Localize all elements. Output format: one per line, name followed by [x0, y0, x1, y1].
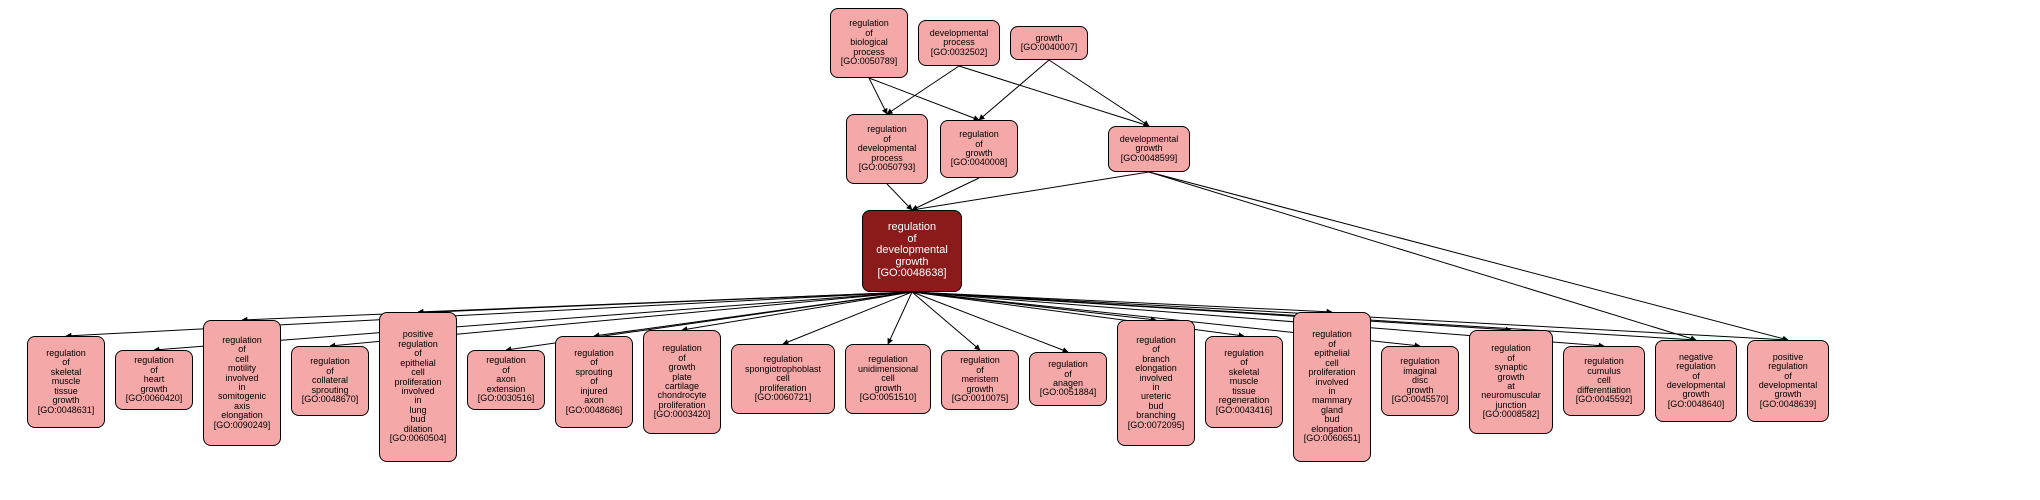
node-label-line: [GO:0045570]	[1392, 395, 1449, 404]
node-label-line: [GO:0050789]	[841, 57, 898, 66]
go-term-growth[interactable]: growth[GO:0040007]	[1010, 26, 1088, 60]
node-label-line: [GO:0048631]	[38, 406, 95, 415]
go-term-dev_growth[interactable]: developmentalgrowth[GO:0048599]	[1108, 126, 1190, 172]
go-term-c20[interactable]: positiveregulationofdevelopmentalgrowth[…	[1747, 340, 1829, 422]
node-label-line: [GO:0072095]	[1128, 421, 1185, 430]
edge-focus-c13	[912, 292, 1156, 320]
edge-growth-reg_growth	[979, 60, 1049, 120]
go-term-c16[interactable]: regulationimaginaldiscgrowth[GO:0045570]	[1381, 346, 1459, 416]
go-term-c19[interactable]: negativeregulationofdevelopmentalgrowth[…	[1655, 340, 1737, 422]
edge-dev_growth-c20	[1149, 172, 1788, 340]
edge-dev_proc-dev_growth	[959, 66, 1149, 126]
go-term-c12[interactable]: regulationofanagen[GO:0051884]	[1029, 352, 1107, 406]
node-label-line: [GO:0060721]	[755, 393, 812, 402]
edge-focus-c12	[912, 292, 1068, 352]
edge-reg_dev_proc-focus	[887, 184, 912, 210]
go-term-c3[interactable]: regulationofcellmotilityinvolvedinsomito…	[203, 320, 281, 446]
node-label-line: [GO:0060420]	[126, 394, 183, 403]
go-term-c2[interactable]: regulationofheartgrowth[GO:0060420]	[115, 350, 193, 410]
go-term-c8[interactable]: regulationofgrowthplatecartilagechondroc…	[643, 330, 721, 434]
node-label-line: [GO:0048638]	[877, 268, 946, 280]
node-label-line: [GO:0090249]	[214, 421, 271, 430]
node-label-line: [GO:0048639]	[1760, 400, 1817, 409]
edge-growth-dev_growth	[1049, 60, 1149, 126]
go-term-c11[interactable]: regulationofmeristemgrowth[GO:0010075]	[941, 350, 1019, 410]
go-term-c14[interactable]: regulationofskeletalmuscletissueregenera…	[1205, 336, 1283, 428]
go-term-reg_dev_proc[interactable]: regulationofdevelopmentalprocess[GO:0050…	[846, 114, 928, 184]
go-term-reg_growth[interactable]: regulationofgrowth[GO:0040008]	[940, 120, 1018, 178]
edge-focus-c5	[418, 292, 912, 312]
go-term-c5[interactable]: positiveregulationofepithelialcellprolif…	[379, 312, 457, 462]
node-label-line: [GO:0040007]	[1021, 43, 1078, 52]
edge-reg_bio_proc-reg_dev_proc	[869, 78, 887, 114]
edge-layer	[0, 0, 2040, 500]
edge-focus-c7	[594, 292, 912, 336]
node-label-line: [GO:0010075]	[952, 394, 1009, 403]
node-label-line: [GO:0032502]	[931, 48, 988, 57]
edge-focus-c1	[66, 292, 912, 336]
edge-focus-c17	[912, 292, 1511, 330]
node-label-line: [GO:0051884]	[1040, 388, 1097, 397]
node-label-line: [GO:0051510]	[860, 393, 917, 402]
node-label-line: [GO:0003420]	[654, 410, 711, 419]
edge-focus-c3	[242, 292, 912, 320]
node-label-line: [GO:0048670]	[302, 395, 359, 404]
edge-dev_growth-c19	[1149, 172, 1696, 340]
go-term-c10[interactable]: regulationunidimensionalcellgrowth[GO:00…	[845, 344, 931, 414]
node-label-line: [GO:0048686]	[566, 406, 623, 415]
node-label-line: [GO:0060504]	[390, 434, 447, 443]
go-term-c13[interactable]: regulationofbranchelongationinvolvedinur…	[1117, 320, 1195, 446]
edge-focus-c11	[912, 292, 980, 350]
node-label-line: [GO:0050793]	[859, 163, 916, 172]
node-label-line: [GO:0030516]	[478, 394, 535, 403]
edge-focus-c10	[888, 292, 912, 344]
node-label-line: [GO:0048599]	[1121, 154, 1178, 163]
go-term-c15[interactable]: regulationofepithelialcellproliferationi…	[1293, 312, 1371, 462]
node-label-line: [GO:0045592]	[1576, 395, 1633, 404]
go-term-focus[interactable]: regulationofdevelopmentalgrowth[GO:00486…	[862, 210, 962, 292]
node-label-line: regulation	[888, 222, 936, 234]
go-term-c18[interactable]: regulationcumuluscelldifferentiation[GO:…	[1563, 346, 1645, 416]
go-term-c17[interactable]: regulationofsynapticgrowthatneuromuscula…	[1469, 330, 1553, 434]
go-term-c4[interactable]: regulationofcollateralsprouting[GO:00486…	[291, 346, 369, 416]
node-label-line: [GO:0048640]	[1668, 400, 1725, 409]
edge-focus-c9	[783, 292, 912, 344]
edge-focus-c8	[682, 292, 912, 330]
node-label-line: [GO:0040008]	[951, 158, 1008, 167]
go-term-dev_proc[interactable]: developmentalprocess[GO:0032502]	[918, 20, 1000, 66]
node-label-line: [GO:0060651]	[1304, 434, 1361, 443]
go-term-reg_bio_proc[interactable]: regulationofbiologicalprocess[GO:0050789…	[830, 8, 908, 78]
go-term-c1[interactable]: regulationofskeletalmuscletissuegrowth[G…	[27, 336, 105, 428]
node-label-line: [GO:0008582]	[1483, 410, 1540, 419]
go-term-c7[interactable]: regulationofsproutingofinjuredaxon[GO:00…	[555, 336, 633, 428]
node-label-line: [GO:0043416]	[1216, 406, 1273, 415]
edge-focus-c15	[912, 292, 1332, 312]
go-term-c9[interactable]: regulationspongiotrophoblastcellprolifer…	[731, 344, 835, 414]
go-term-c6[interactable]: regulationofaxonextension[GO:0030516]	[467, 350, 545, 410]
